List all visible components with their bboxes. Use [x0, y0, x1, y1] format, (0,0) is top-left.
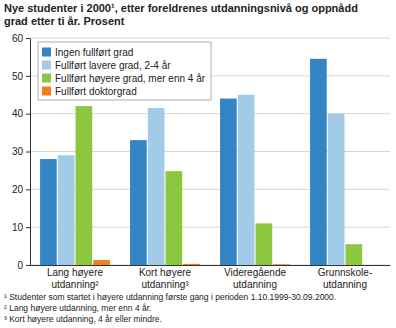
legend-box	[38, 42, 211, 100]
bar	[273, 264, 290, 265]
y-tick-mark	[26, 152, 30, 153]
bar	[238, 95, 255, 265]
y-tick-label: 40	[12, 108, 24, 119]
x-axis: Lang høyereutdanning² Kort høyereutdannin…	[31, 265, 391, 290]
y-tick-mark	[26, 76, 30, 77]
legend-swatch	[42, 87, 51, 96]
bar	[256, 223, 273, 265]
y-tick-mark	[26, 265, 30, 266]
footnote: ² Lang høyere utdanning, mer enn 4 år.	[4, 303, 151, 313]
legend-label: Ingen fullført grad	[55, 47, 133, 58]
bar	[346, 244, 363, 265]
bar	[166, 171, 183, 265]
legend: Ingen fullført grad Fullført lavere grad,…	[38, 42, 211, 100]
bar	[183, 264, 200, 265]
y-tick-label: 10	[12, 222, 24, 233]
y-tick: 10	[12, 222, 30, 233]
legend-swatch	[42, 48, 51, 57]
bar	[76, 106, 93, 265]
footnote: ³ Kort høyere utdanning, 4 år eller mind…	[4, 314, 162, 324]
y-tick-label: 60	[12, 33, 24, 44]
y-tick: 30	[12, 146, 30, 157]
bar	[363, 265, 380, 266]
bar	[310, 59, 327, 265]
title: Nye studenter i 2000¹, etter foreldrenes…	[4, 2, 358, 27]
bar	[93, 260, 110, 265]
y-axis: 0 10 20 30 40 50 60	[12, 33, 31, 271]
y-tick-label: 20	[12, 184, 24, 195]
legend-swatch	[42, 74, 51, 83]
y-tick-label: 30	[12, 146, 24, 157]
bar	[328, 114, 345, 265]
x-tick-label: Lang høyereutdanning²	[47, 267, 104, 290]
legend-label: Fullført doktorgrad	[55, 86, 137, 97]
y-tick: 20	[12, 184, 30, 195]
bar	[130, 140, 147, 265]
y-tick: 60	[12, 33, 30, 44]
grid	[30, 38, 390, 265]
y-tick-label: 50	[12, 71, 24, 82]
x-tick-label: Grunnskole-utdanning	[318, 267, 372, 290]
grid-line	[30, 38, 390, 39]
bar	[220, 99, 237, 265]
y-tick: 0	[17, 260, 30, 271]
x-tick: Grunnskole-utdanning	[318, 265, 372, 290]
y-tick-label: 0	[17, 260, 23, 271]
x-tick-label: Videregåendeutdanning	[224, 267, 287, 290]
legend-swatch	[42, 61, 51, 70]
x-tick: Kort høyereutdanning³	[139, 265, 192, 290]
y-tick-mark	[26, 227, 30, 228]
chart: Nye studenter i 2000¹, etter foreldrenes…	[0, 0, 396, 328]
y-tick-mark	[26, 38, 30, 39]
footnote: ¹ Studenter som startet i høyere utdanni…	[4, 292, 336, 302]
x-tick-label: Kort høyereutdanning³	[139, 267, 192, 290]
x-tick: Videregåendeutdanning	[224, 265, 287, 290]
x-axis-line	[31, 265, 391, 266]
footnotes: ¹ Studenter som startet i høyere utdanni…	[4, 292, 336, 324]
legend-label: Fullført lavere grad, 2-4 år	[55, 60, 171, 71]
legend-label: Fullført høyere grad, mer enn 4 år	[55, 73, 206, 84]
bar	[40, 159, 57, 265]
bar	[58, 155, 75, 265]
y-tick-mark	[26, 114, 30, 115]
y-tick: 50	[12, 71, 30, 82]
x-tick: Lang høyereutdanning²	[47, 265, 104, 290]
y-tick-mark	[26, 189, 30, 190]
y-axis-line	[30, 39, 31, 266]
y-tick: 40	[12, 108, 30, 119]
bar	[148, 108, 165, 265]
